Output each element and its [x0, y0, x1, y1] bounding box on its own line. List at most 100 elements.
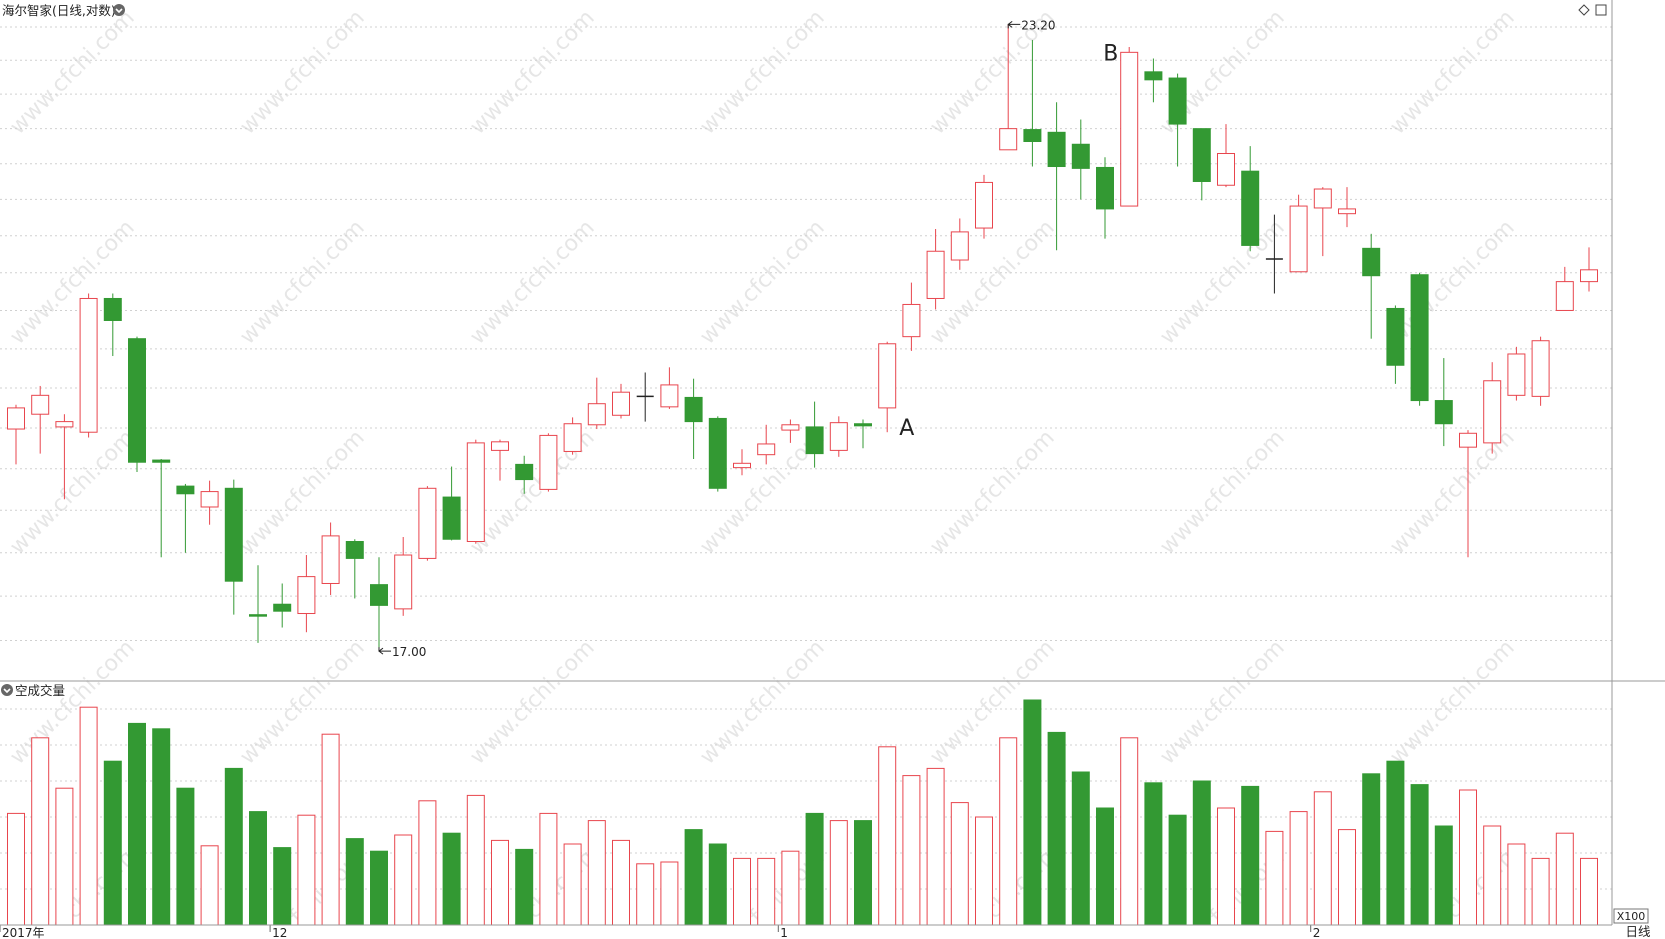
candle[interactable] — [1313, 187, 1332, 257]
volume-bar[interactable] — [1047, 731, 1066, 926]
candle[interactable] — [273, 583, 292, 628]
diamond-icon[interactable] — [1578, 4, 1590, 16]
volume-bar[interactable] — [297, 814, 316, 926]
volume-bar[interactable] — [321, 733, 340, 926]
candle[interactable] — [1459, 430, 1477, 558]
volume-bar[interactable] — [1434, 825, 1453, 926]
period-label[interactable]: 日线 — [1625, 924, 1651, 939]
volume-bar[interactable] — [708, 843, 727, 926]
volume-bar[interactable] — [418, 800, 437, 926]
candle[interactable] — [466, 439, 485, 544]
candle[interactable] — [539, 433, 558, 492]
candle[interactable] — [636, 372, 654, 422]
volume-bar[interactable] — [273, 847, 292, 926]
volume-bar[interactable] — [733, 857, 751, 926]
candle[interactable] — [103, 293, 122, 357]
maximize-icon[interactable] — [1595, 4, 1607, 16]
candle[interactable] — [878, 341, 897, 433]
candle[interactable] — [297, 555, 316, 633]
candle[interactable] — [708, 416, 727, 492]
volume-bar[interactable] — [539, 812, 558, 926]
candle[interactable] — [805, 401, 824, 468]
candle[interactable] — [515, 455, 534, 494]
volume-bar[interactable] — [1338, 829, 1356, 926]
price-candles[interactable] — [7, 24, 1598, 652]
candle[interactable] — [1071, 119, 1090, 200]
volume-bar[interactable] — [1313, 791, 1332, 926]
volume-bar[interactable] — [878, 746, 897, 926]
volume-bar[interactable] — [1241, 785, 1260, 926]
volume-bar[interactable] — [1483, 825, 1502, 926]
volume-bar[interactable] — [1289, 811, 1308, 926]
candle[interactable] — [1096, 157, 1114, 239]
volume-bar[interactable] — [1120, 737, 1139, 926]
volume-bar[interactable] — [249, 811, 267, 926]
candle[interactable] — [733, 449, 751, 476]
volume-bar[interactable] — [79, 706, 98, 926]
candle[interactable] — [757, 424, 776, 465]
candle[interactable] — [1531, 336, 1550, 406]
volume-bar[interactable] — [7, 812, 25, 926]
candle[interactable] — [1168, 73, 1187, 167]
candle[interactable] — [345, 539, 364, 599]
candle[interactable] — [660, 367, 679, 409]
candle[interactable] — [1241, 146, 1260, 252]
volume-bar[interactable] — [224, 767, 243, 926]
volume-bar[interactable] — [1168, 814, 1187, 926]
candle[interactable] — [1580, 247, 1598, 292]
volume-bar[interactable] — [176, 787, 195, 926]
volume-bar[interactable] — [999, 737, 1018, 926]
volume-bar[interactable] — [442, 832, 461, 926]
candle[interactable] — [587, 377, 606, 430]
volume-bar[interactable] — [1362, 773, 1381, 926]
candle[interactable] — [152, 458, 171, 558]
candle[interactable] — [442, 466, 461, 541]
chevron-down-icon[interactable] — [113, 4, 125, 16]
volume-bar[interactable] — [370, 850, 388, 926]
candle[interactable] — [1217, 124, 1235, 188]
candle[interactable] — [1265, 214, 1283, 294]
candle[interactable] — [781, 419, 800, 443]
candle[interactable] — [926, 229, 945, 310]
volume-bar[interactable] — [902, 775, 921, 926]
candle[interactable] — [418, 486, 437, 561]
candle[interactable] — [249, 565, 267, 643]
candle[interactable] — [491, 439, 509, 481]
candle[interactable] — [829, 416, 848, 457]
volume-bar[interactable] — [612, 839, 630, 926]
candle[interactable] — [31, 385, 50, 454]
chevron-down-icon[interactable] — [1, 684, 13, 696]
volume-bar[interactable] — [926, 767, 945, 926]
volume-bar[interactable] — [1580, 857, 1598, 926]
candle[interactable] — [1555, 266, 1574, 311]
volume-bar[interactable] — [491, 839, 509, 926]
volume-bar[interactable] — [1071, 771, 1090, 926]
volume-bar[interactable] — [829, 820, 848, 926]
candle[interactable] — [1483, 362, 1502, 454]
candle[interactable] — [1338, 187, 1356, 228]
candle[interactable] — [7, 404, 25, 465]
volume-bars[interactable] — [7, 699, 1598, 926]
candle[interactable] — [370, 557, 388, 652]
candle[interactable] — [1507, 346, 1526, 401]
volume-bar[interactable] — [345, 838, 364, 926]
volume-bar[interactable] — [975, 816, 993, 926]
candle[interactable] — [1289, 194, 1308, 273]
volume-bar[interactable] — [1217, 807, 1235, 926]
volume-bar[interactable] — [805, 812, 824, 926]
candle[interactable] — [1434, 358, 1453, 447]
volume-bar[interactable] — [660, 861, 679, 926]
candle[interactable] — [394, 537, 413, 616]
candle[interactable] — [1386, 305, 1405, 384]
candle[interactable] — [200, 480, 219, 525]
volume-bar[interactable] — [1507, 843, 1526, 926]
candle[interactable] — [79, 293, 98, 438]
candle[interactable] — [176, 483, 195, 553]
candle[interactable] — [128, 336, 146, 472]
candle[interactable] — [612, 383, 630, 419]
volume-bar[interactable] — [636, 863, 655, 926]
volume-bar[interactable] — [1531, 857, 1550, 926]
candle[interactable] — [321, 522, 340, 595]
volume-bar[interactable] — [684, 829, 703, 926]
